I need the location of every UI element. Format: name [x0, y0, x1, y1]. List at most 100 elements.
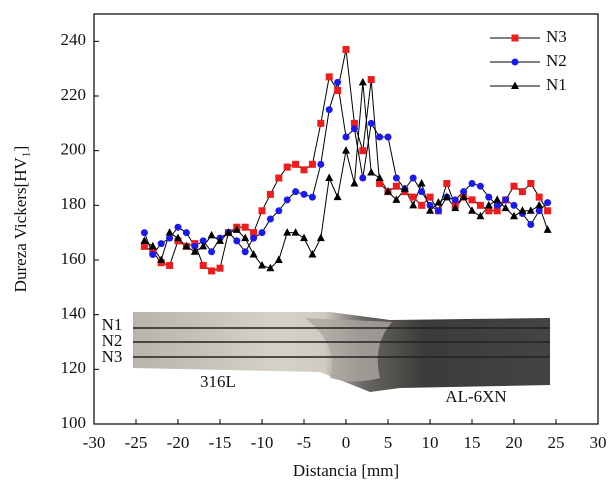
marker: [182, 229, 190, 237]
marker: [417, 178, 426, 187]
series-line: [144, 49, 549, 272]
marker: [199, 237, 207, 245]
x-tick-label: 20: [506, 433, 523, 452]
marker: [376, 179, 384, 187]
marker: [359, 147, 367, 155]
marker: [376, 133, 384, 141]
marker: [358, 77, 367, 86]
marker: [367, 119, 375, 127]
marker: [274, 255, 283, 263]
marker: [350, 119, 358, 127]
marker: [174, 233, 182, 242]
inset-label: AL-6XN: [445, 387, 506, 406]
inset-label: N2: [102, 331, 123, 350]
marker: [384, 133, 392, 141]
marker: [325, 173, 334, 181]
marker: [266, 215, 274, 223]
marker: [316, 233, 325, 242]
marker: [166, 261, 174, 269]
y-axis-label: Dureza Vickers[HV₁]: [11, 146, 30, 293]
marker: [258, 207, 266, 215]
marker: [241, 248, 249, 256]
marker: [216, 236, 224, 244]
marker: [460, 188, 468, 196]
marker: [216, 264, 224, 272]
marker: [418, 201, 426, 209]
marker: [485, 193, 493, 201]
marker: [442, 192, 451, 201]
marker: [451, 203, 460, 212]
marker: [510, 201, 518, 209]
marker: [149, 251, 157, 259]
marker: [392, 195, 401, 203]
inset-label: 316L: [200, 372, 236, 391]
marker: [418, 188, 426, 196]
x-tick-label: -10: [251, 433, 274, 452]
marker: [283, 228, 292, 236]
x-tick-label: 10: [422, 433, 439, 452]
marker: [266, 190, 274, 198]
marker: [334, 78, 342, 86]
marker: [476, 201, 484, 209]
marker: [459, 192, 468, 201]
y-tick-label: 220: [61, 85, 87, 104]
x-tick-label: -20: [167, 433, 190, 452]
marker: [308, 250, 317, 258]
legend-marker: [511, 81, 519, 89]
y-tick-label: 200: [61, 140, 87, 159]
series-line: [143, 82, 548, 256]
inset-photo: [133, 312, 550, 392]
marker: [443, 179, 451, 187]
marker: [207, 230, 216, 239]
marker: [510, 211, 518, 220]
x-tick-label: -15: [209, 433, 232, 452]
marker: [199, 241, 208, 250]
marker: [258, 260, 266, 269]
marker: [392, 182, 400, 190]
marker: [140, 229, 148, 237]
marker: [275, 174, 283, 182]
marker: [292, 160, 300, 168]
marker: [283, 163, 291, 171]
x-tick-label: -25: [125, 433, 148, 452]
marker: [292, 188, 300, 196]
legend-marker: [511, 34, 519, 42]
x-tick-label: -30: [83, 433, 106, 452]
marker: [426, 201, 434, 209]
marker: [300, 190, 308, 198]
marker: [350, 178, 359, 187]
marker: [182, 241, 191, 250]
marker: [333, 192, 342, 201]
marker: [140, 236, 149, 244]
marker: [334, 87, 342, 95]
marker: [317, 160, 325, 168]
marker: [535, 193, 543, 201]
marker: [409, 200, 418, 209]
marker: [317, 119, 325, 127]
marker: [392, 174, 400, 182]
marker: [518, 206, 527, 214]
marker: [157, 240, 165, 248]
x-axis-label: Distancia [mm]: [293, 461, 399, 480]
marker: [409, 193, 417, 201]
marker: [208, 267, 216, 275]
marker: [275, 207, 283, 215]
x-tick-label: 15: [464, 433, 481, 452]
marker: [367, 76, 375, 84]
marker: [544, 199, 552, 207]
marker: [367, 168, 376, 176]
marker: [384, 187, 392, 195]
y-tick-label: 140: [61, 304, 87, 323]
marker: [359, 174, 367, 182]
marker: [476, 182, 484, 190]
marker: [426, 206, 434, 214]
legend-label: N2: [546, 51, 567, 70]
marker: [535, 207, 543, 215]
marker: [468, 206, 476, 214]
inset-label: N3: [102, 347, 123, 366]
marker: [165, 228, 174, 236]
marker: [199, 261, 207, 269]
marker: [300, 233, 308, 242]
x-tick-label: 5: [384, 433, 393, 452]
marker: [409, 174, 417, 182]
